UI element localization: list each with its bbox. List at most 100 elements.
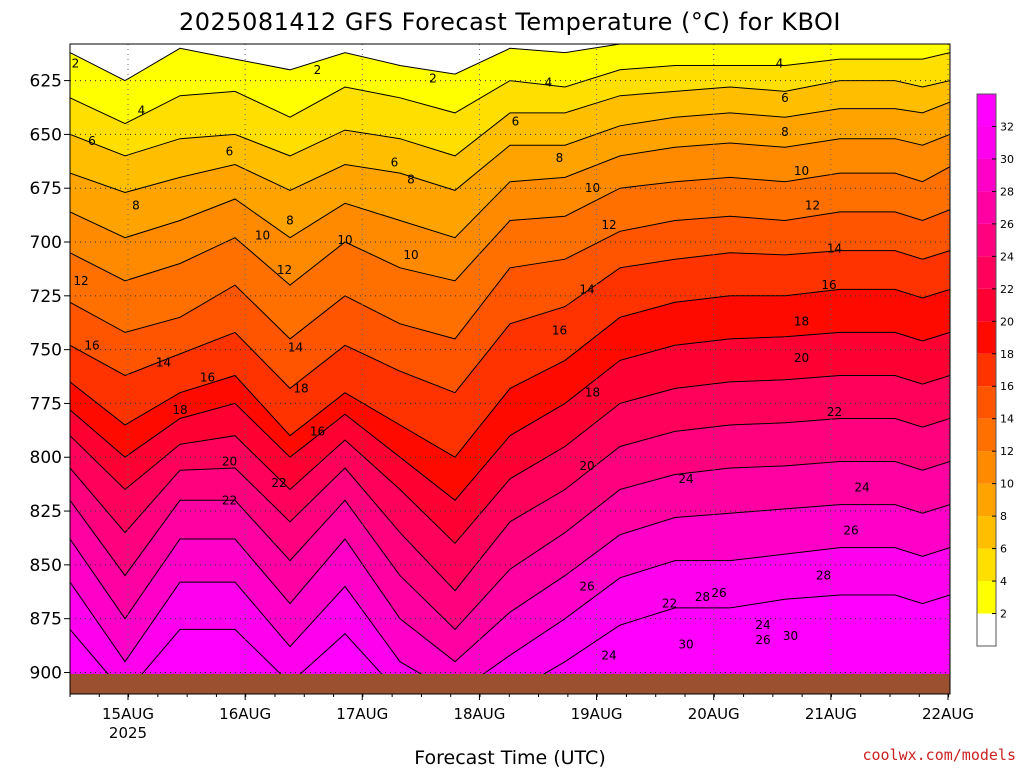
y-axis: 625 650 675 700 725 750 775 800 825 850 875 900: [30, 72, 70, 683]
contour-26: [70, 461, 950, 631]
contour-label: 4: [545, 76, 553, 90]
contour-label: 24: [601, 648, 616, 662]
contour-label: 2: [429, 71, 437, 85]
colorbar-label: 8: [1000, 510, 1007, 523]
colorbar-label: 30: [1000, 153, 1014, 166]
contour-label: 6: [781, 91, 789, 105]
y-tick-label: 875: [30, 610, 62, 630]
colorbar-label: 18: [1000, 348, 1014, 361]
contour-label: 4: [138, 104, 146, 118]
contour-6: [70, 80, 950, 157]
contour-label: 20: [579, 459, 594, 473]
contour-label: 12: [73, 274, 88, 288]
contour-lines: [70, 44, 950, 694]
contour-16: [70, 250, 950, 394]
contour-label: 10: [794, 164, 809, 178]
x-tick-label: 19AUG: [571, 705, 623, 723]
contour-label: 4: [776, 56, 784, 70]
colorbar-swatch: [977, 418, 996, 452]
x-year-label: 2025: [109, 724, 147, 742]
y-tick-label: 850: [30, 556, 62, 576]
y-tick-label: 900: [30, 663, 62, 683]
contour-14: [70, 209, 950, 340]
colorbar-label: 32: [1000, 120, 1014, 133]
x-axis-label: Forecast Time (UTC): [414, 747, 605, 768]
colorbar-swatch: [977, 256, 996, 289]
x-tick-label: 20AUG: [688, 705, 740, 723]
colorbar-label: 4: [1000, 575, 1007, 588]
fill-level-32: [70, 595, 950, 694]
contour-label: 6: [88, 134, 96, 148]
colorbar-frame: [976, 93, 997, 647]
colorbar-label: 24: [1000, 250, 1014, 263]
contour-label: 6: [512, 115, 520, 129]
contour-label: 8: [286, 214, 294, 228]
colorbar-swatch: [977, 94, 996, 127]
chart-title: 2025081412 GFS Forecast Temperature (°C)…: [179, 8, 841, 36]
colorbar-label: 14: [1000, 413, 1014, 426]
colorbar-label: 2: [1000, 608, 1007, 621]
contour-label: 26: [755, 633, 770, 647]
contour-label: 22: [662, 597, 677, 611]
colorbar-label: 20: [1000, 315, 1014, 328]
x-axis: 15AUG 16AUG 17AUG 18AUG 19AUG 20AUG 21AUG 22AUG: [69, 694, 974, 723]
y-tick-label: 750: [30, 341, 62, 361]
contour-label: 16: [552, 323, 567, 337]
colorbar-label: 10: [1000, 478, 1014, 491]
contour-label: 18: [585, 386, 600, 400]
contour-label: 10: [255, 229, 270, 243]
contour-8: [70, 101, 950, 194]
colorbar-label: 22: [1000, 283, 1014, 296]
y-tick-label: 700: [30, 233, 62, 253]
contour-label: 30: [678, 638, 693, 652]
x-tick-label: 17AUG: [336, 705, 388, 723]
contour-2: [70, 44, 950, 82]
contour-label: 14: [288, 341, 303, 355]
x-tick-label: 16AUG: [219, 705, 271, 723]
y-tick-label: 775: [30, 394, 62, 414]
contour-label: 6: [391, 155, 399, 169]
x-tick-label: 15AUG: [102, 705, 154, 723]
contour-label: 22: [827, 405, 842, 419]
contour-4: [70, 52, 950, 125]
contour-label: 14: [827, 242, 842, 256]
contour-label: 26: [843, 523, 858, 537]
colorbar-swatch: [977, 353, 996, 387]
contour-30: [70, 547, 950, 694]
colorbar-label: 6: [1000, 543, 1007, 556]
contour-label: 18: [794, 315, 809, 329]
colorbar-label: 16: [1000, 380, 1014, 393]
contour-label: 12: [601, 218, 616, 232]
x-tick-label: 18AUG: [453, 705, 505, 723]
contour-label: 8: [132, 198, 140, 212]
colorbar-swatch: [977, 386, 996, 419]
y-tick-label: 675: [30, 179, 62, 199]
contour-label: 10: [585, 181, 600, 195]
contour-label: 6: [226, 145, 234, 159]
colorbar-swatch: [977, 483, 996, 517]
contour-label: 16: [821, 278, 836, 292]
contour-label: 8: [407, 173, 415, 187]
contour-label: 8: [781, 125, 789, 139]
colorbar-swatch: [977, 223, 996, 257]
colorbar-swatch: [977, 288, 996, 322]
contour-label: 20: [222, 455, 237, 469]
contour-10: [70, 133, 950, 239]
contour-label: 20: [794, 351, 809, 365]
contour-label: 24: [854, 480, 869, 494]
credit-text: coolwx.com/models: [862, 746, 1016, 764]
contour-label: 12: [277, 263, 292, 277]
contour-label: 24: [755, 618, 770, 632]
colorbar-swatch: [977, 581, 996, 614]
colorbar-label: 12: [1000, 445, 1014, 458]
contour-label: 22: [222, 493, 237, 507]
colorbar-swatch: [977, 516, 996, 549]
colorbar-swatch: [977, 126, 996, 159]
colorbar-swatch: [977, 321, 996, 354]
colorbar-swatch: [977, 451, 996, 484]
contour-label: 26: [579, 579, 594, 593]
contour-label: 22: [271, 476, 286, 490]
